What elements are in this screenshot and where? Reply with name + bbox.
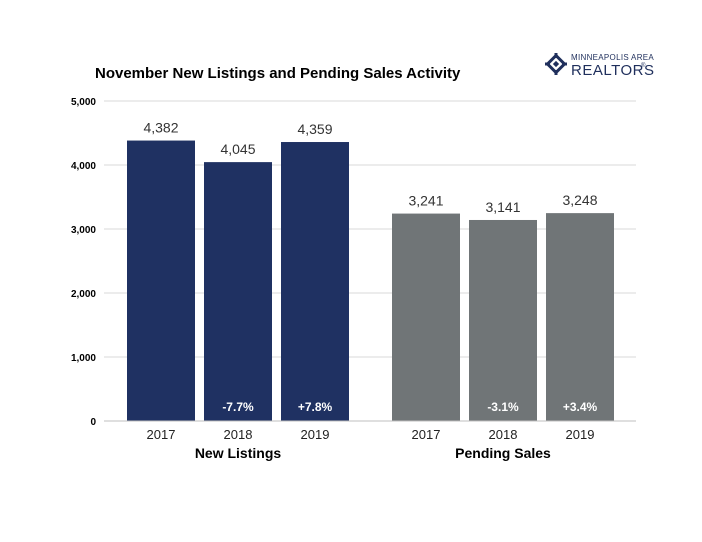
data-label: 3,248 [562, 192, 597, 208]
bar [127, 140, 195, 421]
logo-line2: REALTORS [571, 62, 654, 79]
y-tick-label: 3,000 [71, 225, 96, 236]
x-tick-label: 2019 [566, 427, 595, 442]
bars: 4,382 2017 4,045 -7.7% 2018 4,359 +7.8% 2019 New… [127, 120, 614, 461]
data-label: 3,141 [485, 199, 520, 215]
x-tick-label: 2017 [147, 427, 176, 442]
bar [204, 162, 272, 421]
y-tick-label: 2,000 [71, 289, 96, 300]
bar [546, 213, 614, 421]
y-axis-ticks: 0 1,000 2,000 3,000 4,000 5,000 [71, 97, 96, 428]
bar [392, 213, 460, 421]
x-tick-label: 2017 [412, 427, 441, 442]
logo-reg-mark: ® [641, 62, 646, 69]
change-label: -7.7% [222, 400, 254, 414]
data-label: 3,241 [408, 193, 443, 209]
y-tick-label: 0 [90, 417, 96, 428]
change-label: -3.1% [487, 400, 519, 414]
data-label: 4,382 [143, 120, 178, 136]
group-label: Pending Sales [455, 445, 551, 461]
x-tick-label: 2018 [489, 427, 518, 442]
x-tick-label: 2019 [301, 427, 330, 442]
logo-line1: MINNEAPOLIS AREA [571, 53, 654, 62]
logo-mark-icon [545, 53, 567, 75]
data-label: 4,359 [297, 121, 332, 137]
data-label: 4,045 [220, 141, 255, 157]
bar [281, 142, 349, 422]
x-tick-label: 2018 [224, 427, 253, 442]
bar-group: 3,241 2017 3,141 -3.1% 2018 3,248 +3.4% 2019 Pen… [392, 192, 614, 461]
change-label: +7.8% [298, 400, 333, 414]
chart-title: November New Listings and Pending Sales … [95, 65, 461, 82]
y-tick-label: 1,000 [71, 353, 96, 364]
y-tick-label: 5,000 [71, 97, 96, 108]
y-tick-label: 4,000 [71, 161, 96, 172]
group-label: New Listings [195, 445, 282, 461]
bar-group: 4,382 2017 4,045 -7.7% 2018 4,359 +7.8% 2019 New… [127, 120, 349, 461]
change-label: +3.4% [563, 400, 598, 414]
minneapolis-realtors-logo: MINNEAPOLIS AREA REALTORS ® [545, 53, 654, 79]
bar [469, 219, 537, 421]
